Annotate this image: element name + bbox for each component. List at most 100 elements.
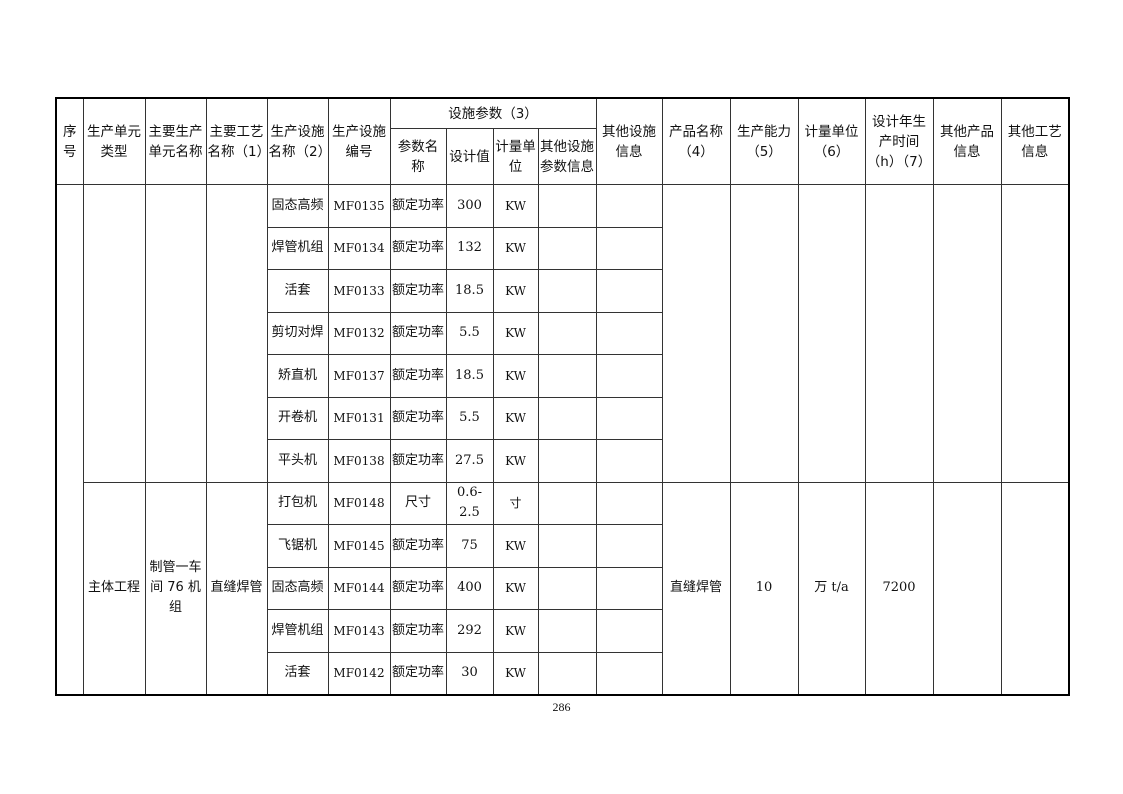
param-name-cell: 额定功率 [389,184,447,228]
facility-code-cell: MF0133 [327,269,391,313]
param-unit-cell: KW [492,184,539,228]
table-row: 开卷机 MF0131 额定功率 5.5 KW [56,396,1069,440]
header-other-param-info: 其他设施参数信息 [537,128,597,185]
other-process-info-cell [1000,481,1070,696]
other-facility-info-cell [595,439,663,483]
param-name-cell: 额定功率 [389,396,447,440]
param-unit-cell: KW [492,609,539,653]
other-facility-info-cell [595,524,663,568]
unit-name-cell [144,184,207,483]
facility-code-cell: MF0131 [327,396,391,440]
facility-name-cell: 活套 [266,651,329,696]
other-param-info-cell [537,396,597,440]
header-param-name: 参数名称 [389,128,447,185]
param-name-cell: 额定功率 [389,439,447,483]
param-unit-cell: KW [492,226,539,270]
param-name-cell: 额定功率 [389,524,447,568]
unit-type-cell: 主体工程 [82,481,146,696]
facility-code-cell: MF0134 [327,226,391,270]
other-process-info-cell [1000,184,1070,483]
param-name-cell: 额定功率 [389,651,447,696]
design-value-cell: 5.5 [445,311,494,355]
other-param-info-cell [537,566,597,610]
process-name-cell [205,184,268,483]
param-name-cell: 额定功率 [389,354,447,398]
param-unit-cell: KW [492,354,539,398]
header-unit-name: 主要生产单元名称 [144,97,207,185]
other-facility-info-cell [595,396,663,440]
other-param-info-cell [537,524,597,568]
design-hours-cell [864,184,934,483]
param-unit-cell: KW [492,439,539,483]
page-number: 286 [552,700,571,714]
param-name-cell: 额定功率 [389,609,447,653]
other-param-info-cell [537,311,597,355]
other-product-info-cell [932,184,1002,483]
design-value-cell: 300 [445,184,494,228]
facility-code-cell: MF0142 [327,651,391,696]
param-unit-cell: KW [492,524,539,568]
other-param-info-cell [537,439,597,483]
facility-name-cell: 平头机 [266,439,329,483]
header-other-process-info: 其他工艺信息 [1000,97,1070,185]
other-facility-info-cell [595,566,663,610]
design-value-cell: 18.5 [445,269,494,313]
other-facility-info-cell [595,354,663,398]
product-name-cell: 直缝焊管 [661,481,731,696]
other-facility-info-cell [595,311,663,355]
facility-name-cell: 焊管机组 [266,609,329,653]
other-param-info-cell [537,481,597,525]
other-facility-info-cell [595,269,663,313]
table-row: 活套 MF0142 额定功率 30 KW [56,651,1069,696]
facility-code-cell: MF0144 [327,566,391,610]
design-value-cell: 5.5 [445,396,494,440]
facility-code-cell: MF0132 [327,311,391,355]
table-row: 焊管机组 MF0134 额定功率 132 KW [56,226,1069,270]
design-value-cell: 27.5 [445,439,494,483]
param-unit-cell: KW [492,311,539,355]
param-name-cell: 额定功率 [389,566,447,610]
param-name-cell: 额定功率 [389,226,447,270]
facility-code-cell: MF0143 [327,609,391,653]
process-name-cell: 直缝焊管 [205,481,268,696]
param-unit-cell: KW [492,396,539,440]
table-row: 固态高频 MF0144 额定功率 400 KW [56,566,1069,610]
facility-name-cell: 活套 [266,269,329,313]
other-facility-info-cell [595,481,663,525]
header-capacity: 生产能力（5） [729,97,799,185]
header-other-facility-info: 其他设施信息 [595,97,663,185]
header-seq: 序号 [55,97,84,185]
design-value-cell: 30 [445,651,494,696]
design-hours-cell: 7200 [864,481,934,696]
design-value-cell: 18.5 [445,354,494,398]
header-capacity-unit: 计量单位（6） [797,97,866,185]
facility-name-cell: 固态高频 [266,184,329,228]
capacity-unit-cell: 万 t/a [797,481,866,696]
table-row: 焊管机组 MF0143 额定功率 292 KW [56,609,1069,653]
other-facility-info-cell [595,184,663,228]
facility-name-cell: 矫直机 [266,354,329,398]
header-other-product-info: 其他产品信息 [932,97,1002,185]
facility-code-cell: MF0137 [327,354,391,398]
header-unit-type: 生产单元类型 [82,97,146,185]
other-param-info-cell [537,184,597,228]
header-row: 序号 生产单元类型 主要生产单元名称 主要工艺名称（1） 生产设施名称（2） 生… [55,97,1070,185]
seq-cell [55,184,84,696]
product-name-cell [661,184,731,483]
facility-name-cell: 固态高频 [266,566,329,610]
table-row: 固态高频 MF0135 额定功率 300 KW [55,184,1070,696]
other-product-info-cell [932,481,1002,696]
param-unit-cell: KW [492,269,539,313]
param-name-cell: 额定功率 [389,311,447,355]
header-facility-name: 生产设施名称（2） [266,97,329,185]
param-unit-cell: KW [492,566,539,610]
header-subrow: 参数名称 设计值 计量单位 其他设施参数信息 [56,128,1069,185]
facility-name-cell: 开卷机 [266,396,329,440]
table-row: 飞锯机 MF0145 额定功率 75 KW [56,524,1069,568]
other-param-info-cell [537,354,597,398]
design-value-cell: 75 [445,524,494,568]
table-body: 固态高频 MF0135 额定功率 300 KW 焊管机组 MF0134 额定功率 132 KW 活套… [55,184,1070,696]
facility-name-cell: 飞锯机 [266,524,329,568]
header-design-value: 设计值 [445,128,494,185]
facility-code-cell: MF0145 [327,524,391,568]
